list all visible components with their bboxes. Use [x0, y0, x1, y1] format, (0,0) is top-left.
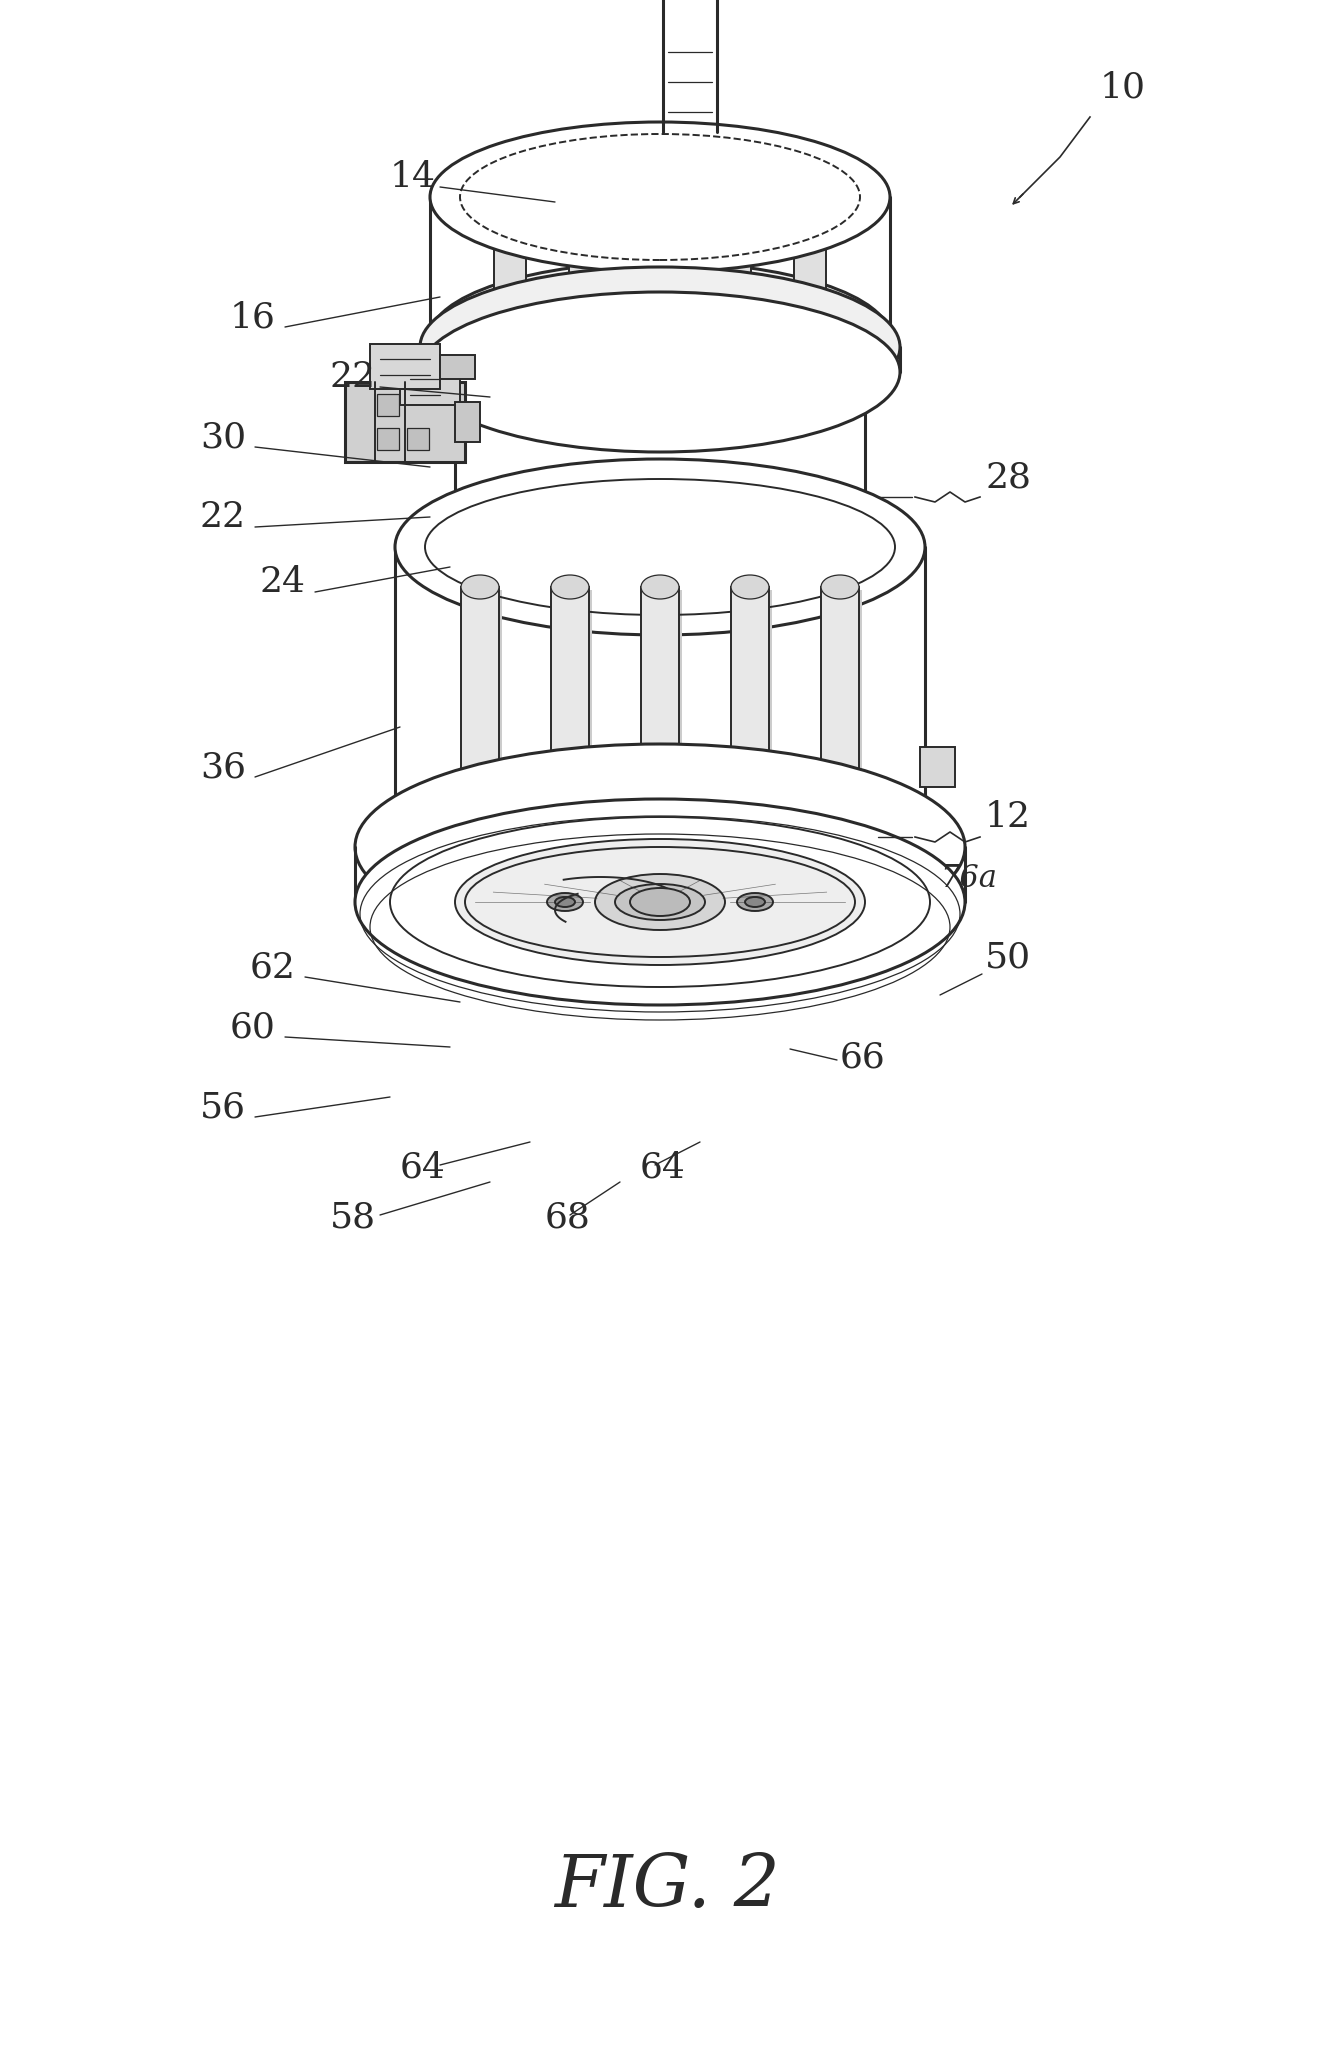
Text: FIG. 2: FIG. 2 — [554, 1851, 780, 1921]
Bar — [407, 428, 430, 450]
Ellipse shape — [630, 889, 690, 915]
Ellipse shape — [615, 885, 704, 919]
Ellipse shape — [355, 798, 964, 1006]
Text: 64: 64 — [400, 1150, 446, 1185]
Bar — [464, 590, 502, 810]
Text: 64: 64 — [640, 1150, 686, 1185]
Ellipse shape — [395, 759, 924, 936]
Bar — [440, 356, 475, 378]
Text: 60: 60 — [229, 1010, 276, 1045]
Ellipse shape — [642, 576, 679, 599]
Bar — [719, 185, 751, 294]
Ellipse shape — [455, 839, 864, 965]
Text: 76a: 76a — [940, 864, 996, 895]
Ellipse shape — [430, 121, 890, 272]
Bar — [554, 590, 592, 810]
Text: 56: 56 — [200, 1090, 245, 1123]
Text: 28: 28 — [984, 461, 1031, 494]
Bar — [734, 590, 772, 810]
Ellipse shape — [551, 576, 590, 599]
Bar — [455, 401, 480, 442]
Ellipse shape — [731, 576, 768, 599]
Text: 50: 50 — [984, 940, 1031, 975]
Bar — [400, 368, 460, 405]
Ellipse shape — [744, 897, 764, 907]
Text: 22: 22 — [200, 500, 245, 535]
Text: 30: 30 — [200, 420, 247, 455]
Bar — [731, 586, 768, 806]
Text: 22: 22 — [329, 360, 376, 395]
Bar — [346, 383, 466, 463]
Bar — [824, 590, 862, 810]
Ellipse shape — [820, 576, 859, 599]
Text: 36: 36 — [200, 751, 245, 784]
Bar — [378, 395, 399, 416]
Bar — [794, 185, 826, 294]
Bar — [642, 586, 679, 806]
Bar — [378, 428, 399, 450]
Ellipse shape — [736, 893, 772, 911]
Text: 14: 14 — [390, 160, 436, 193]
Ellipse shape — [595, 874, 724, 930]
Ellipse shape — [555, 897, 575, 907]
Bar — [551, 586, 590, 806]
Bar — [570, 185, 602, 294]
Text: 16: 16 — [229, 300, 276, 333]
Text: 10: 10 — [1101, 70, 1146, 105]
Ellipse shape — [355, 745, 964, 950]
Text: 24: 24 — [260, 566, 305, 599]
Bar — [494, 185, 526, 294]
Ellipse shape — [420, 292, 900, 453]
Ellipse shape — [455, 477, 864, 607]
Ellipse shape — [547, 893, 583, 911]
Bar — [644, 590, 682, 810]
Ellipse shape — [462, 576, 499, 599]
Text: 58: 58 — [329, 1199, 376, 1234]
Text: 66: 66 — [840, 1041, 886, 1074]
Bar — [370, 344, 440, 389]
Bar — [644, 185, 676, 294]
Text: 62: 62 — [249, 950, 296, 983]
Bar — [462, 586, 499, 806]
Text: 68: 68 — [546, 1199, 591, 1234]
Ellipse shape — [455, 306, 864, 436]
Text: 12: 12 — [984, 800, 1031, 833]
Bar — [920, 747, 955, 788]
Ellipse shape — [395, 459, 924, 636]
Ellipse shape — [420, 267, 900, 428]
Ellipse shape — [430, 261, 890, 411]
Bar — [820, 586, 859, 806]
